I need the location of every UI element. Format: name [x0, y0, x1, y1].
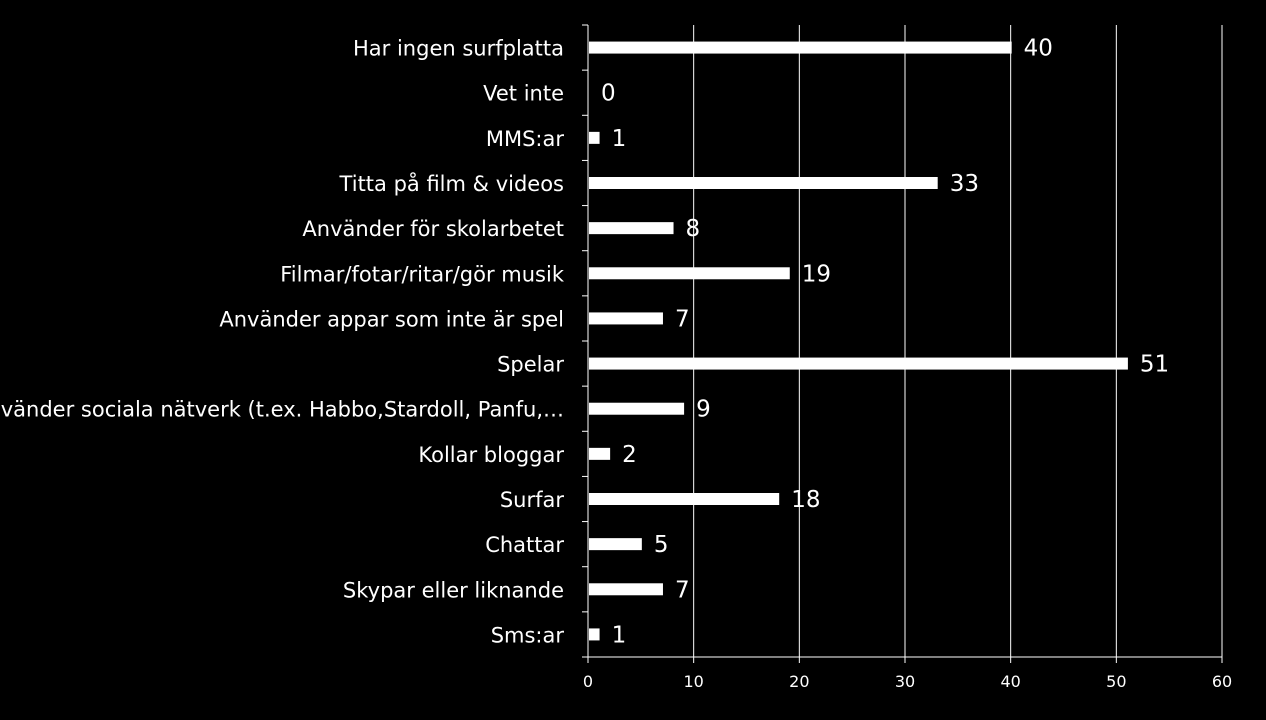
category-label: MMS:ar [486, 127, 565, 151]
data-label: 1 [612, 622, 627, 648]
bar [589, 493, 780, 505]
category-label: Filmar/fotar/ritar/gör musik [280, 262, 565, 286]
category-label: Har ingen surfplatta [353, 37, 564, 61]
category-label: Använder appar som inte är spel [219, 307, 564, 331]
bar [589, 312, 663, 325]
axes [582, 24, 1223, 663]
bar [589, 177, 938, 189]
data-label: 2 [622, 442, 637, 468]
x-tick-label: 10 [683, 672, 703, 691]
category-label: Titta på film & videos [339, 171, 564, 196]
category-label: Surfar [500, 488, 565, 512]
data-label: 19 [802, 261, 831, 287]
bar [589, 447, 611, 460]
bar [589, 222, 674, 235]
category-label: Skypar eller liknande [343, 578, 564, 602]
data-label: 18 [791, 487, 820, 513]
category-label: Sms:ar [491, 623, 565, 647]
x-tick-labels: 0 10 20 30 40 50 60 [583, 672, 1232, 691]
data-label: 9 [696, 397, 711, 423]
bar [589, 583, 663, 596]
x-tick-label: 20 [789, 672, 809, 691]
data-label: 1 [612, 126, 627, 152]
category-label: Använder för skolarbetet [302, 217, 564, 241]
bar [589, 357, 1128, 370]
x-tick-label: 0 [583, 672, 593, 691]
category-label: Chattar [485, 533, 564, 557]
bar [589, 538, 642, 551]
bar [589, 131, 600, 144]
data-label: 5 [654, 532, 669, 558]
category-label: Spelar [497, 353, 564, 377]
x-tick-label: 30 [895, 672, 915, 691]
data-label: 7 [675, 577, 690, 603]
data-label: 40 [1024, 36, 1053, 62]
bar [589, 41, 1012, 54]
category-label: Använder sociala nätverk (t.ex. Habbo,St… [0, 398, 564, 422]
category-label: Vet inte [483, 82, 564, 106]
data-label: 0 [601, 81, 616, 107]
gridlines [693, 25, 1223, 657]
category-labels: Har ingen surfplatta Vet inte MMS:ar Titta … [0, 37, 565, 648]
data-label: 51 [1140, 352, 1169, 378]
bar [589, 402, 685, 415]
x-tick-label: 50 [1106, 672, 1126, 691]
data-label: 33 [950, 171, 979, 197]
data-label: 8 [686, 216, 701, 242]
category-label: Kollar bloggar [418, 443, 564, 467]
x-tick-label: 60 [1212, 672, 1232, 691]
bar [589, 628, 600, 641]
bar [589, 267, 790, 280]
x-tick-label: 40 [1000, 672, 1020, 691]
data-label: 7 [675, 306, 690, 332]
bars [589, 41, 1128, 641]
